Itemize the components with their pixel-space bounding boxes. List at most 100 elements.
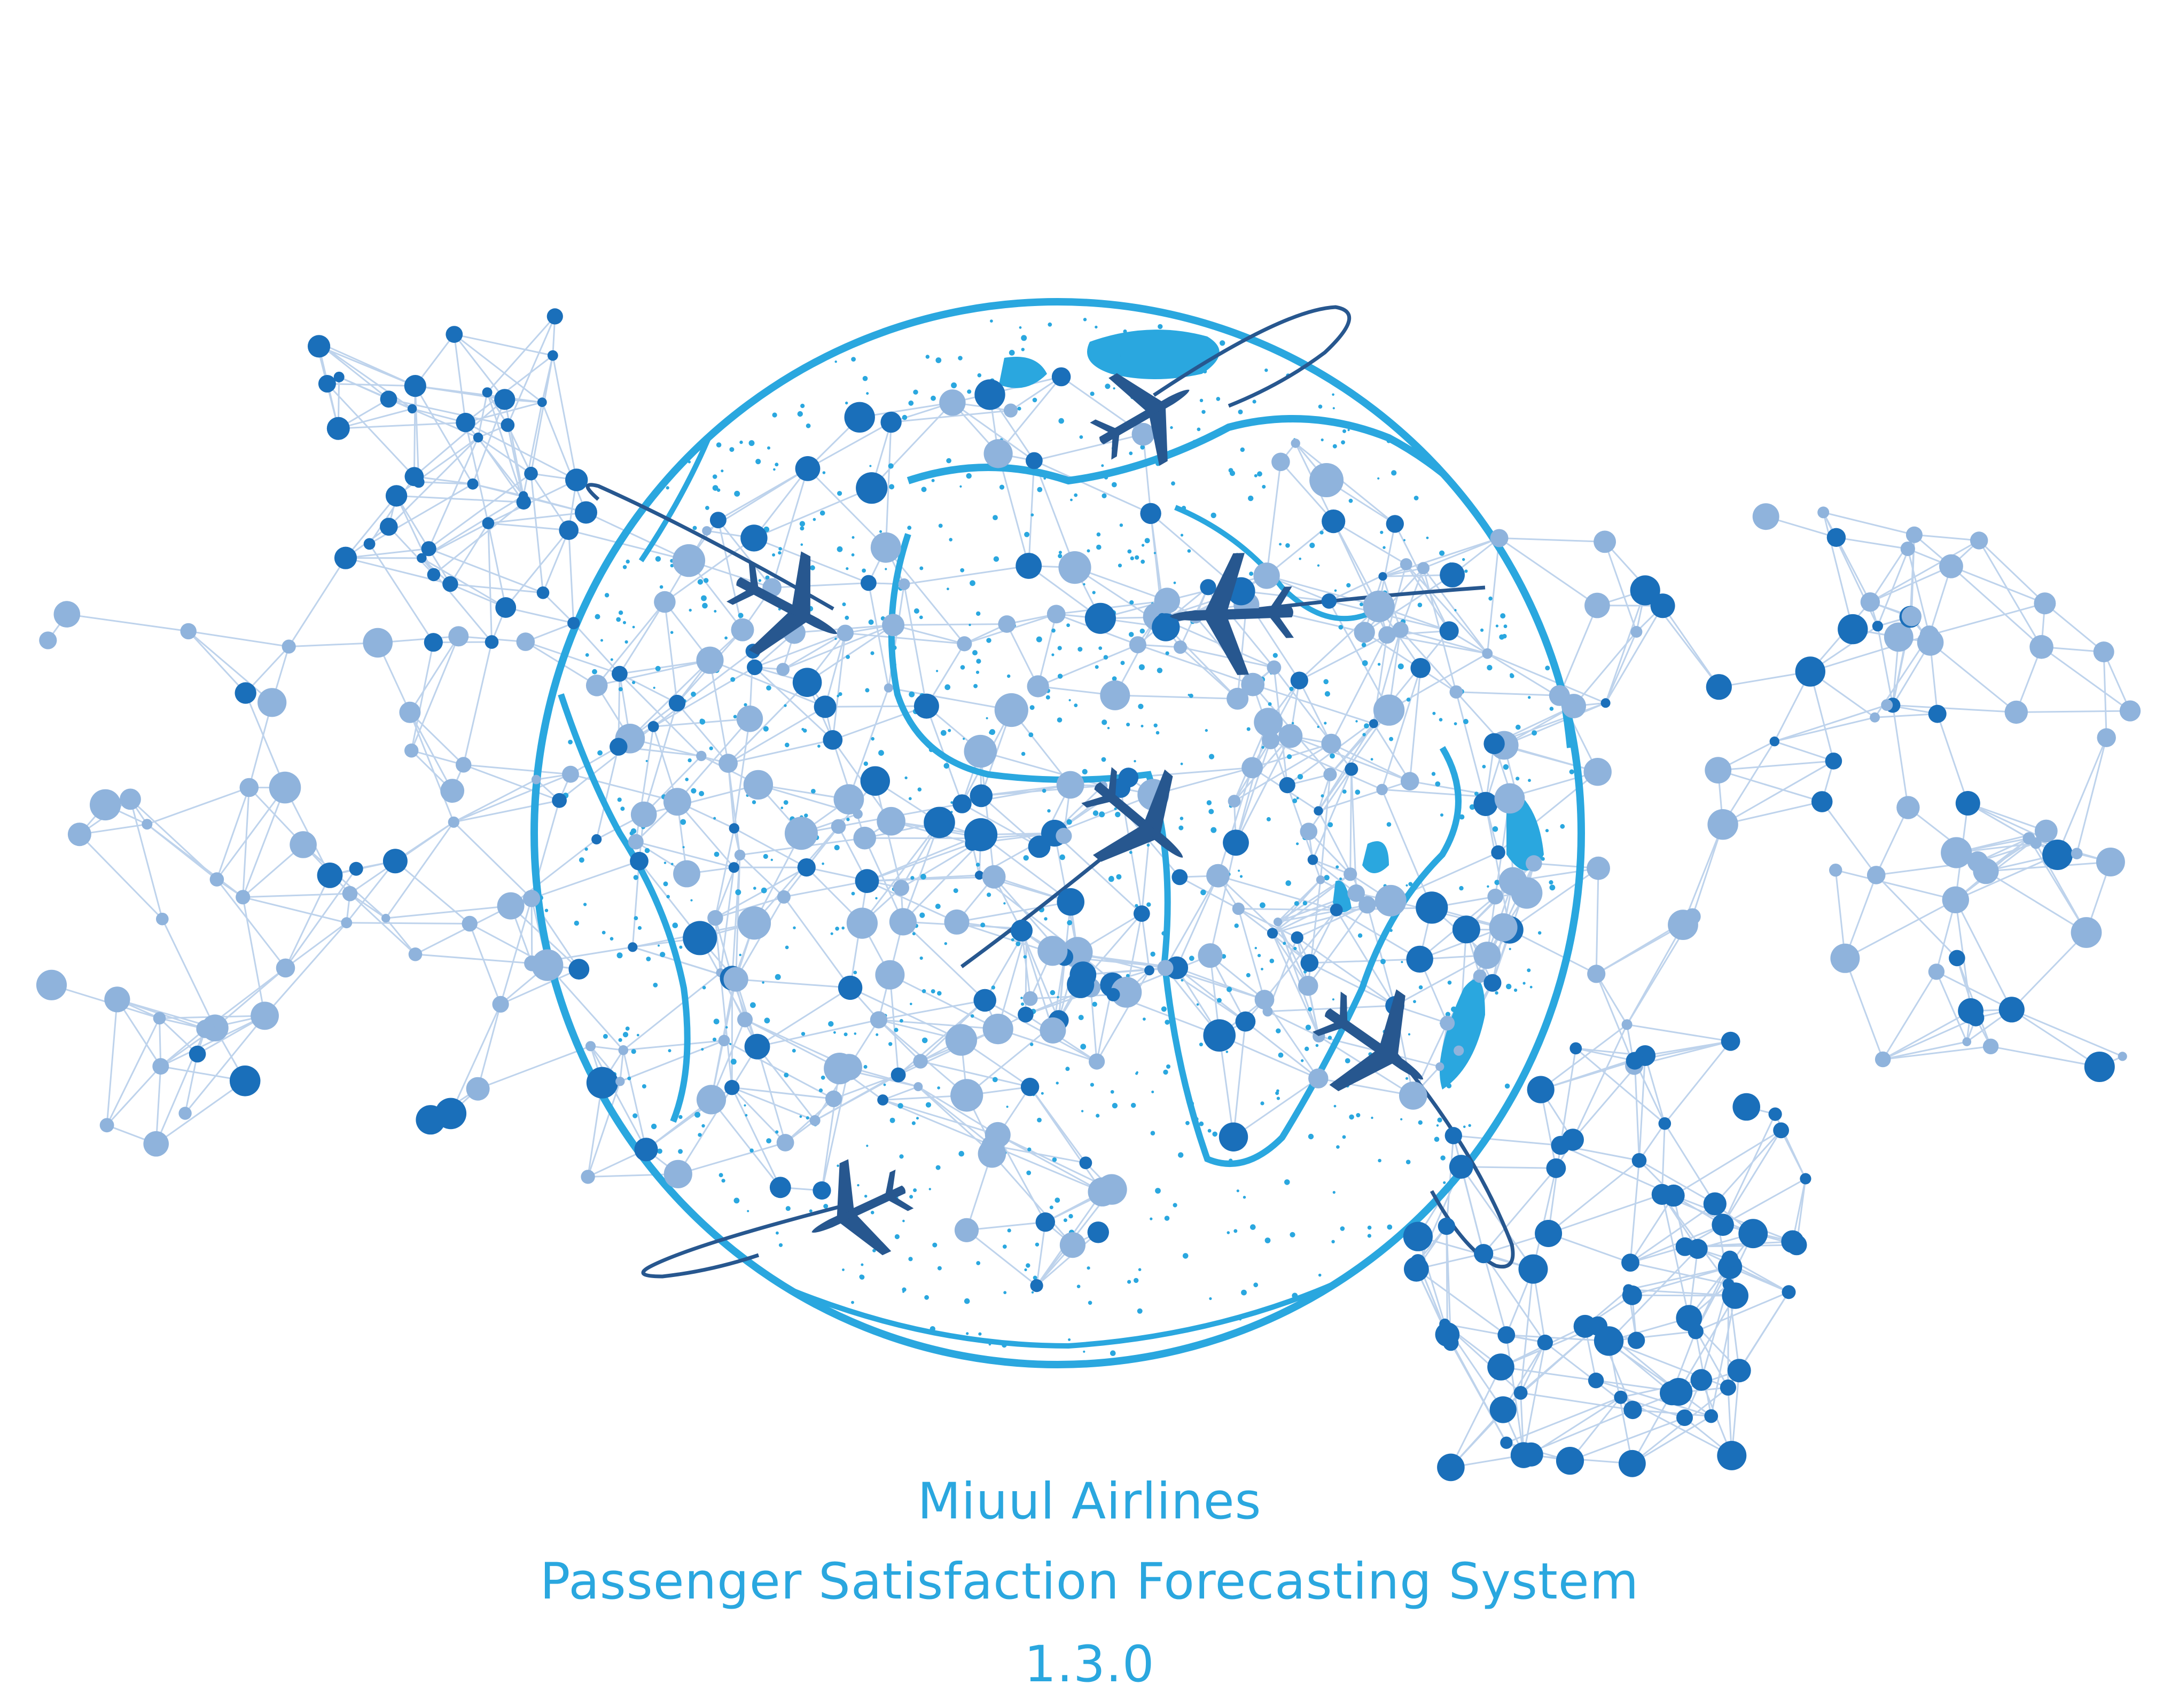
network-node [809,1115,821,1126]
globe-speckle [1083,318,1087,322]
network-link [1252,684,1374,725]
network-link [345,547,429,559]
globe-speckle [1076,1284,1081,1288]
globe-speckle [1279,543,1282,546]
globe-speckle [845,401,848,405]
network-link [385,821,455,919]
globe-speckle [1348,498,1353,503]
network-link [1266,520,1334,577]
network-node [1928,963,1945,980]
network-link [1662,605,1720,688]
network-node [1811,791,1833,812]
globe-speckle [837,1164,839,1167]
globe-speckle [1035,1242,1040,1247]
globe-speckle [688,758,692,763]
globe-speckle [1205,728,1208,732]
globe-speckle [1432,711,1436,715]
network-link [664,537,755,603]
network-node [473,432,483,443]
globe-speckle [1057,717,1063,723]
globe-speckle [1129,851,1133,854]
globe-speckle [1454,722,1457,725]
globe-speckle [902,1287,907,1292]
network-link [1532,1168,1557,1270]
network-link [1034,433,1144,461]
network-link [1605,590,1646,703]
network-link [643,755,702,816]
globe-speckle [660,952,666,958]
network-node [877,806,905,836]
network-link [1290,735,1410,782]
network-link [622,972,721,1051]
network-node [964,734,997,768]
globe-speckle [936,670,939,672]
network-node [718,754,738,773]
globe-speckle [659,585,663,589]
globe-speckle [775,463,779,467]
network-link [410,636,459,751]
network-node [2071,848,2083,859]
network-node [317,863,343,888]
network-link [1312,769,1353,860]
globe-speckle [1058,418,1064,424]
globe-speckle [678,1149,683,1154]
network-link [1774,716,1875,742]
globe-speckle [1336,1145,1340,1149]
network-node [1676,1305,1702,1331]
network-node [1712,1213,1734,1236]
network-node [1905,526,1923,543]
network-node [1487,888,1503,905]
globe-speckle [975,863,980,867]
globe-speckle [863,1065,868,1069]
network-node [547,350,558,361]
network-link [1383,567,1424,577]
network-node [1584,592,1610,618]
globe-speckle [970,580,975,586]
network-node [585,675,608,696]
network-node [1344,867,1357,881]
network-node [702,526,712,536]
network-link [1333,520,1407,565]
globe-speckle [925,355,930,359]
network-link [952,376,1061,404]
globe-speckle [778,551,782,555]
globe-speckle [958,1150,964,1157]
network-link [619,673,678,704]
network-node [142,819,153,830]
network-node [380,518,398,536]
network-link [1373,723,1411,782]
network-link [849,987,962,1041]
globe-speckle [1338,625,1344,630]
globe-speckle [1021,1002,1025,1006]
globe-speckle [1057,673,1063,679]
network-link [146,787,249,825]
network-node [349,861,363,876]
network-link [1634,1061,1640,1161]
network-node [282,639,296,654]
network-link [1548,1159,1640,1234]
network-link [449,522,489,585]
globe-speckle [937,1086,940,1090]
network-link [1263,909,1337,1000]
network-link [463,641,493,765]
globe-speckle [603,1033,608,1039]
globe-speckle [1139,628,1145,634]
globe-speckle [878,750,884,756]
network-link [991,1145,1103,1193]
network-node [1537,1334,1553,1351]
network-node [1206,864,1230,888]
globe-speckle [1318,1273,1322,1277]
globe-speckle [818,1088,823,1093]
network-link [1595,973,1635,1067]
globe-speckle [1261,968,1263,970]
globe-speckle [1532,730,1537,736]
globe-speckle [1383,546,1386,549]
network-node [1262,731,1280,749]
globe-speckle [1509,947,1511,950]
network-link [893,623,1007,626]
globe-speckle [653,983,658,988]
globe-speckle [1387,1224,1393,1230]
network-link [917,1086,993,1155]
globe-speckle [1009,350,1015,356]
network-node [1621,1019,1633,1030]
